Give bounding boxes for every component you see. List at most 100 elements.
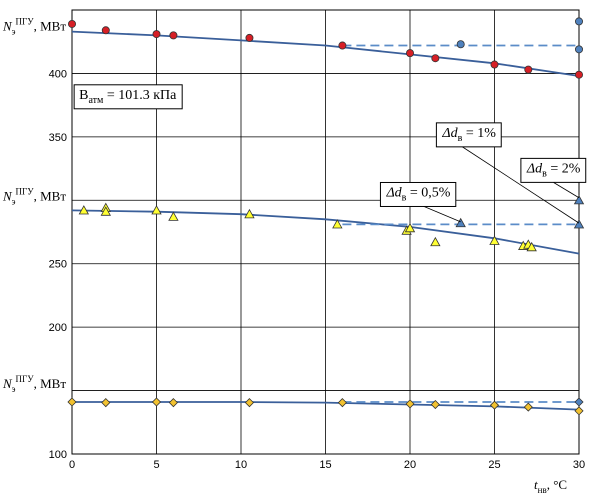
- grid: [71, 9, 580, 455]
- ylabel-sub: э: [12, 384, 16, 394]
- annotation-main: B: [79, 88, 88, 103]
- ylabel-main: N: [2, 376, 13, 391]
- data-point: [151, 397, 162, 407]
- data-point: [244, 208, 255, 219]
- data-point: [169, 31, 178, 40]
- x-tick-label: 15: [319, 459, 331, 471]
- annotation-main: Δd: [441, 126, 458, 141]
- data-point: [338, 41, 347, 50]
- xlabel-main: t: [534, 477, 538, 492]
- annotation-label: Δdв = 0,5%: [379, 181, 457, 207]
- data-point: [101, 26, 110, 35]
- data-point: [332, 219, 343, 229]
- data-point: [455, 217, 466, 228]
- data-point: [430, 236, 441, 247]
- data-point: [404, 222, 416, 233]
- data-point: [456, 40, 465, 49]
- annotation-text: Bатм = 101.3 кПа: [79, 88, 177, 106]
- data-point: [151, 205, 162, 215]
- x-axis-label: tнв, °C: [534, 477, 567, 495]
- ylabel-bg: [1, 15, 68, 38]
- y-tick-label: 200: [49, 322, 67, 334]
- x-tick-label: 30: [573, 459, 585, 471]
- data-point: [524, 65, 533, 74]
- data-point: [489, 400, 500, 410]
- annotation-box: [520, 157, 587, 183]
- xlabel-sub: нв: [538, 485, 547, 495]
- tick-labels: 051015202530100150200250300350400: [49, 68, 585, 471]
- ylabel-main: N: [2, 188, 13, 203]
- y-axis-label: NэПГУ, МВт: [2, 186, 66, 206]
- annotation-sub: в: [458, 133, 463, 144]
- x-tick-label: 10: [235, 459, 247, 471]
- y-tick-label: 250: [49, 259, 67, 271]
- y-axis-label: NэПГУ, МВт: [2, 16, 66, 36]
- ylabel-sup: ПГУ: [16, 374, 35, 384]
- data-point: [431, 54, 440, 63]
- annotation-text: Δdв = 1%: [441, 126, 496, 144]
- annotation-sub: в: [542, 168, 547, 179]
- data-point: [489, 235, 500, 245]
- fit-curve: [72, 401, 580, 411]
- ylabel-sup: ПГУ: [16, 16, 35, 26]
- y-tick-label: 350: [49, 132, 67, 144]
- ylabel-bg: [1, 185, 68, 208]
- ylabel-unit: , МВт: [34, 376, 67, 391]
- annotation-text: Δdв = 2%: [526, 161, 581, 179]
- data-points: [67, 17, 585, 416]
- data-point: [168, 211, 179, 221]
- data-point: [526, 241, 537, 252]
- annotation-label: Δdв = 2%: [520, 157, 587, 183]
- annotation-leader: [553, 182, 580, 199]
- x-tick-label: 25: [488, 459, 500, 471]
- y-tick-label: 100: [49, 449, 67, 461]
- x-tick-label: 20: [404, 459, 416, 471]
- data-point: [573, 219, 585, 229]
- y-axis-label: NэПГУ, МВт: [2, 374, 66, 394]
- annotation-rest: = 2%: [547, 161, 581, 176]
- data-point: [405, 399, 415, 409]
- data-point: [337, 398, 347, 408]
- ylabel-main: N: [2, 18, 13, 33]
- annotation-main: Δd: [385, 185, 402, 200]
- x-tick-label: 0: [69, 459, 75, 471]
- ylabel-unit: , МВт: [34, 18, 67, 33]
- data-point: [574, 397, 584, 407]
- xlabel-unit: , °C: [547, 477, 567, 492]
- annotation-sub: атм: [88, 95, 104, 106]
- data-point: [245, 33, 254, 42]
- data-point: [523, 402, 533, 412]
- ylabel-sup: ПГУ: [16, 186, 35, 196]
- data-point: [573, 194, 585, 205]
- data-point: [575, 17, 584, 26]
- y-tick-label: 400: [49, 68, 67, 80]
- data-point: [168, 398, 178, 408]
- ylabel-unit: , МВт: [34, 188, 67, 203]
- data-point: [78, 205, 90, 215]
- ylabel-bg: [1, 373, 68, 396]
- annotation-box: [73, 84, 183, 110]
- data-point: [101, 398, 111, 408]
- data-point: [244, 398, 255, 408]
- data-point: [100, 206, 111, 216]
- annotation-rest: = 0,5%: [406, 185, 450, 200]
- annotation-main: Δd: [526, 161, 543, 176]
- annotation-leader: [418, 203, 461, 223]
- data-point: [490, 60, 499, 69]
- annotation-box: [379, 181, 457, 207]
- data-point: [68, 19, 77, 28]
- ylabel-sub: э: [12, 26, 16, 36]
- annotation-rest: = 1%: [462, 126, 496, 141]
- annotation-box: [435, 122, 502, 148]
- annotation-leader: [460, 145, 580, 224]
- data-point: [67, 397, 77, 407]
- data-point: [430, 399, 440, 410]
- data-point: [575, 45, 584, 54]
- annotation-label: Δdв = 1%: [435, 122, 502, 148]
- annotation-rest: = 101.3 кПа: [103, 88, 177, 103]
- annotation-sub: в: [402, 192, 407, 203]
- data-point: [575, 70, 584, 79]
